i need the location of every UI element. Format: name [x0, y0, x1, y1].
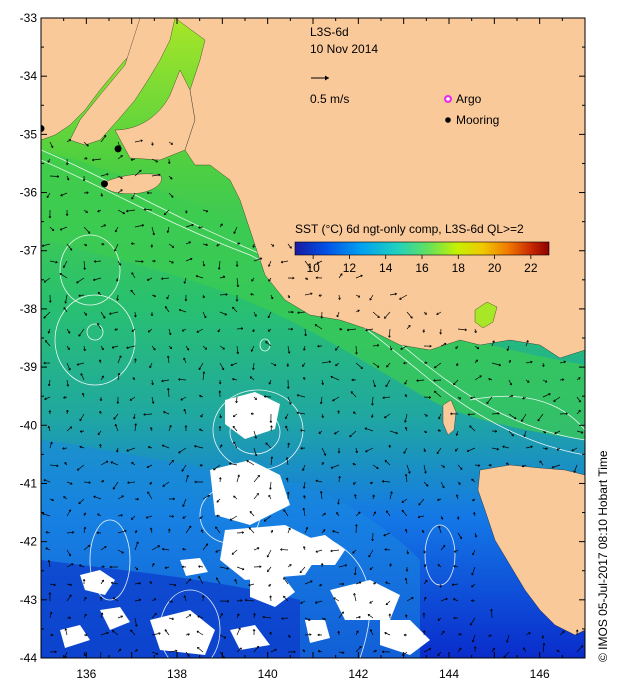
plot-area [38, 18, 586, 670]
mooring-legend-icon [445, 117, 451, 123]
x-tick-label: 140 [258, 667, 278, 681]
colorbar-tick-label: 18 [452, 261, 466, 275]
x-tick-label: 146 [530, 667, 550, 681]
y-tick-label: -42 [20, 535, 38, 549]
legend-mooring-label: Mooring [456, 113, 499, 127]
y-tick-label: -43 [20, 593, 38, 607]
y-tick-label: -40 [20, 418, 38, 432]
y-tick-label: -39 [20, 360, 38, 374]
colorbar-title: SST (°C) 6d ngt-only comp, L3S-6d QL>=2 [295, 222, 524, 236]
credit-text: © IMOS 05-Jul-2017 08:10 Hobart Time [596, 450, 610, 662]
y-tick-label: -36 [20, 186, 38, 200]
y-tick-label: -35 [20, 127, 38, 141]
argo-icon [444, 95, 452, 103]
y-tick-label: -37 [20, 244, 38, 258]
x-tick-label: 138 [167, 667, 187, 681]
colorbar-tick-label: 10 [306, 261, 320, 275]
y-tick-label: -38 [20, 302, 38, 316]
product-title: L3S-6d [310, 25, 349, 39]
colorbar-tick-label: 12 [343, 261, 357, 275]
colorbar-ramp [295, 242, 549, 255]
mooring-marker [101, 180, 108, 187]
colorbar-tick-label: 20 [488, 261, 502, 275]
colorbar-tick-label: 22 [524, 261, 538, 275]
colorbar-tick-label: 14 [379, 261, 393, 275]
y-tick-label: -44 [20, 651, 38, 665]
mooring-marker [115, 145, 122, 152]
x-tick-label: 142 [348, 667, 368, 681]
colorbar-tick-label: 16 [415, 261, 429, 275]
y-tick-label: -34 [20, 69, 38, 83]
x-tick-label: 136 [76, 667, 96, 681]
x-tick-label: 144 [439, 667, 459, 681]
legend-argo-label: Argo [456, 92, 482, 106]
scale-label: 0.5 m/s [310, 92, 349, 106]
y-tick-label: -41 [20, 476, 38, 490]
y-tick-label: -33 [20, 11, 38, 25]
date-label: 10 Nov 2014 [310, 42, 378, 56]
